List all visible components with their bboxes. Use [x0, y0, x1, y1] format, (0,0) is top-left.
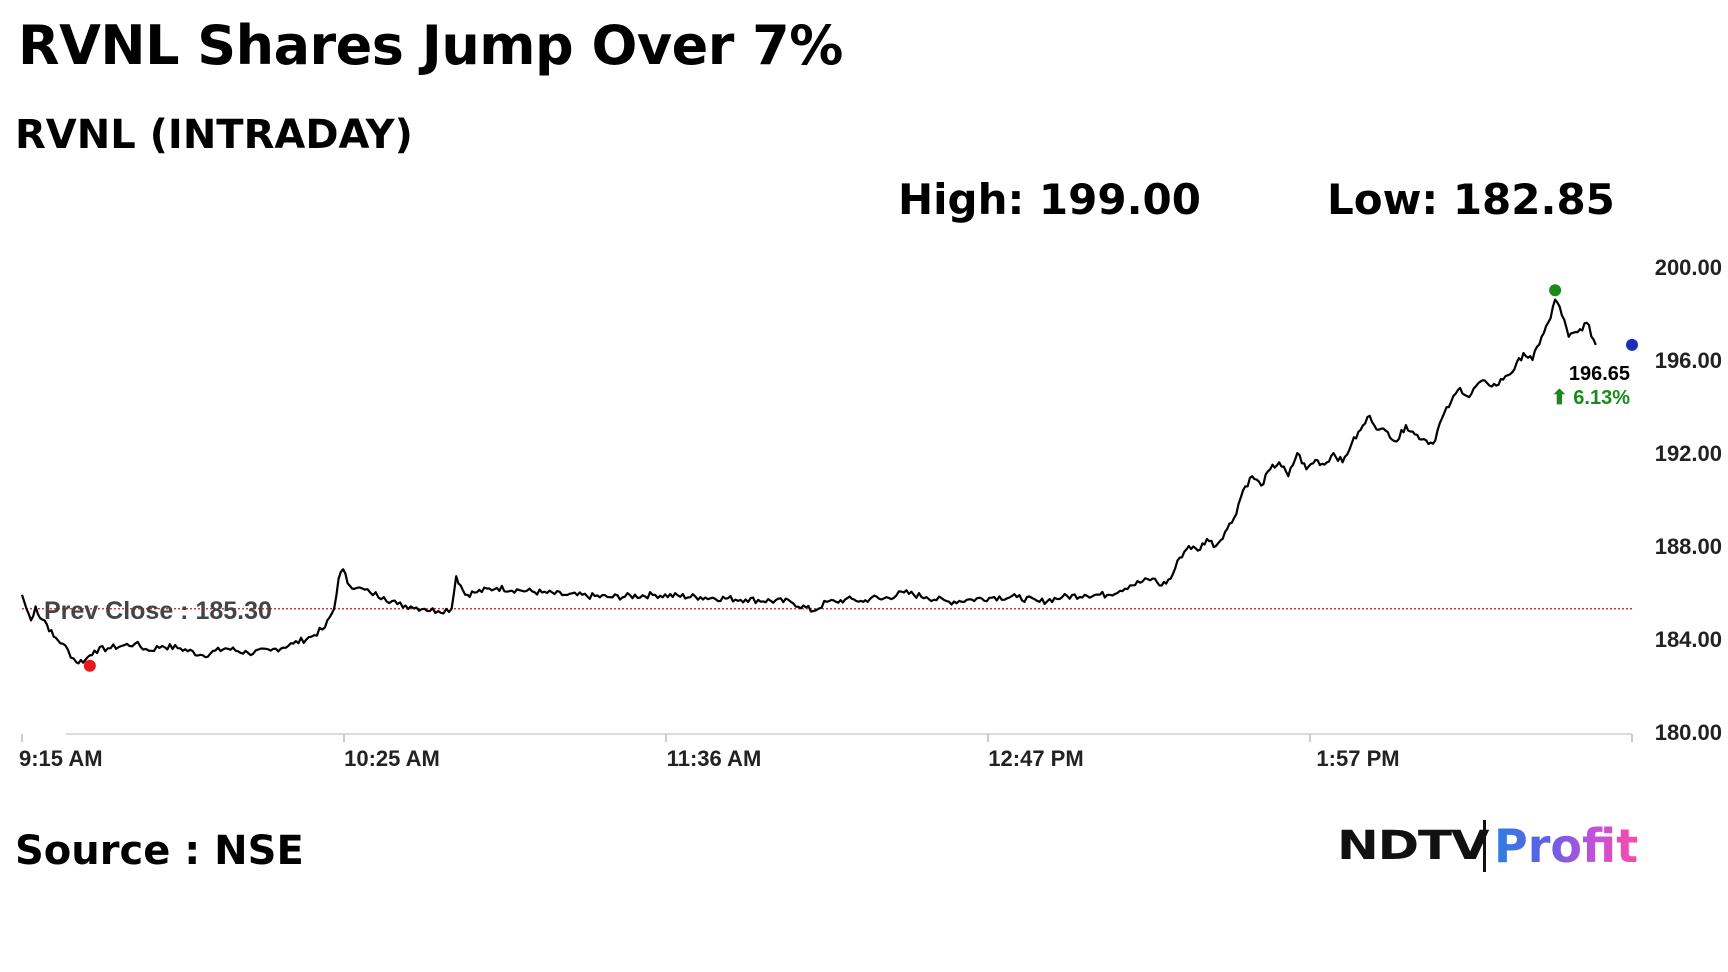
prev-close-label: Prev Close : 185.30 — [44, 597, 272, 625]
y-tick-label-2: 192.00 — [1655, 441, 1722, 466]
logo-divider — [1483, 820, 1486, 872]
change-percent-label: ⬆ 6.13% — [1551, 387, 1630, 409]
source-note: Source : NSE — [15, 828, 304, 874]
markers — [83, 284, 1638, 672]
y-tick-label-4: 184.00 — [1655, 627, 1722, 652]
y-tick-label-0: 200.00 — [1655, 255, 1722, 280]
x-tick-label-0: 9:15 AM — [19, 746, 103, 771]
x-axis: 9:15 AM 10:25 AM 11:36 AM 12:47 PM 1:57 PM — [19, 733, 1633, 771]
high-value: High: 199.00 — [898, 175, 1202, 224]
chart-subtitle: RVNL (INTRADAY) — [15, 112, 413, 158]
headline: RVNL Shares Jump Over 7% — [18, 14, 843, 77]
x-tick-label-1: 10:25 AM — [344, 746, 440, 771]
last-marker — [1626, 338, 1638, 351]
last-price-label: 196.65 — [1569, 363, 1630, 385]
logo-ndtv-text: NDTV — [1337, 823, 1489, 869]
x-tick-label-2: 11:36 AM — [667, 746, 762, 771]
y-tick-label-3: 188.00 — [1655, 534, 1722, 559]
ndtv-profit-logo: NDTV Profit — [1337, 818, 1638, 874]
high-marker — [1549, 284, 1562, 297]
y-tick-label-1: 196.00 — [1655, 348, 1722, 373]
x-tick-label-3: 12:47 PM — [988, 746, 1083, 771]
low-marker — [83, 659, 96, 672]
y-axis: 200.00 196.00 192.00 188.00 184.00 180.00 — [1655, 255, 1722, 745]
y-tick-label-5: 180.00 — [1655, 720, 1722, 745]
intraday-chart: 200.00 196.00 192.00 188.00 184.00 180.00 9:1… — [19, 255, 1722, 771]
logo-profit-text: Profit — [1494, 819, 1639, 873]
x-tick-label-4: 1:57 PM — [1316, 746, 1399, 771]
low-value: Low: 182.85 — [1327, 175, 1615, 224]
price-series-line — [20, 298, 1597, 665]
